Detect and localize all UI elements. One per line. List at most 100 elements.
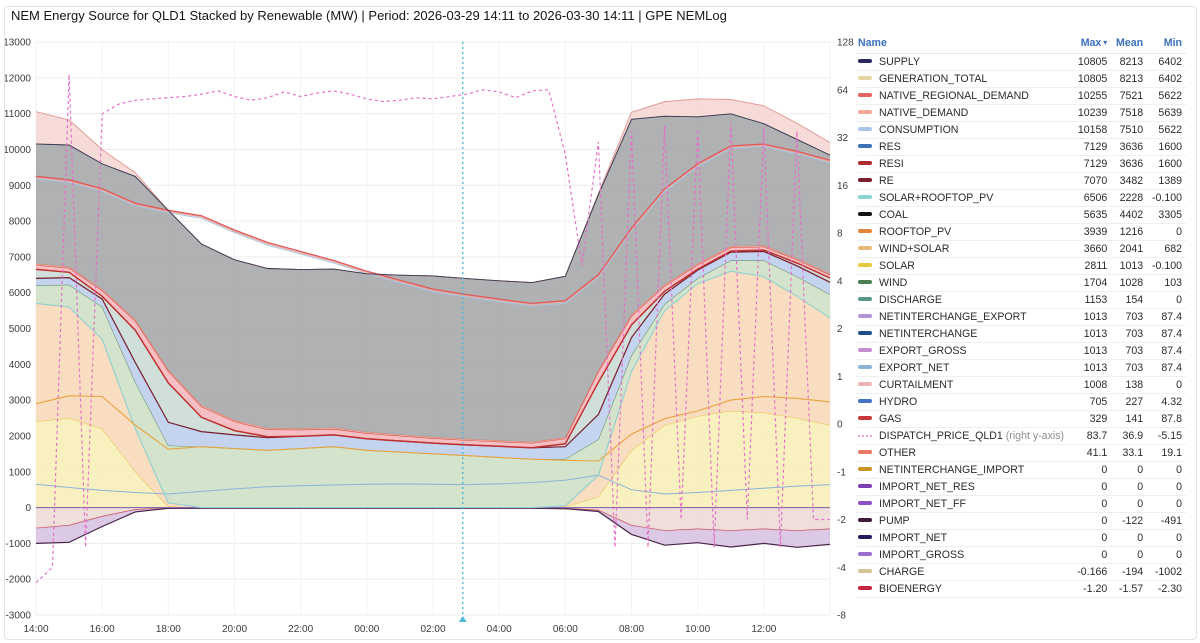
legend-row-min: 19.1 bbox=[1147, 444, 1186, 462]
legend-row-name: NATIVE_DEMAND bbox=[856, 104, 1073, 122]
x-axis-tick-label: 02:00 bbox=[420, 624, 445, 635]
legend-row-wind[interactable]: WIND 1704 1028 103 bbox=[856, 274, 1186, 292]
legend-row-re[interactable]: RE 7070 3482 1389 bbox=[856, 172, 1186, 190]
legend-row-import_net_res[interactable]: IMPORT_NET_RES 0 0 0 bbox=[856, 478, 1186, 496]
legend-row-name: OTHER bbox=[856, 444, 1073, 462]
legend-row-rooftop_pv[interactable]: ROOFTOP_PV 3939 1216 0 bbox=[856, 223, 1186, 241]
legend-row-max: 7129 bbox=[1072, 138, 1112, 156]
right-axis-tick-label: 64 bbox=[837, 85, 849, 96]
legend-row-name: COAL bbox=[856, 206, 1073, 224]
column-header-name[interactable]: Name bbox=[856, 34, 1073, 54]
legend-row-mean: 3482 bbox=[1111, 172, 1148, 190]
legend-row-dispatch_price_qld1[interactable]: DISPATCH_PRICE_QLD1 (right y-axis) 83.7 36… bbox=[856, 427, 1186, 445]
series-color-swatch bbox=[858, 314, 872, 318]
x-axis-tick-label: 04:00 bbox=[487, 624, 512, 635]
legend-row-max: 7129 bbox=[1072, 155, 1112, 173]
legend-row-min: 4.32 bbox=[1147, 393, 1186, 411]
legend-row-mean: 33.1 bbox=[1111, 444, 1148, 462]
right-axis-tick-label: 4 bbox=[837, 276, 843, 287]
legend-row-coal[interactable]: COAL 5635 4402 3305 bbox=[856, 206, 1186, 224]
right-axis-note: (right y-axis) bbox=[1002, 430, 1065, 442]
legend-row-netinterchange_import[interactable]: NETINTERCHANGE_IMPORT 0 0 0 bbox=[856, 461, 1186, 479]
legend-row-min: 1600 bbox=[1147, 138, 1186, 156]
left-axis-tick-label: 9000 bbox=[9, 181, 32, 192]
legend-row-name: CURTAILMENT bbox=[856, 376, 1073, 394]
legend-row-mean: 3636 bbox=[1111, 138, 1148, 156]
legend-row-supply[interactable]: SUPPLY 10805 8213 6402 bbox=[856, 53, 1186, 71]
energy-stacked-area-chart[interactable]: -3000 -2000 -1000 0 1000 2000 3000 4000 5000 6000… bbox=[0, 32, 856, 641]
legend-row-min: -5.15 bbox=[1147, 427, 1186, 445]
legend-row-name: IMPORT_GROSS bbox=[856, 546, 1073, 564]
line-export_net bbox=[35, 474, 831, 495]
legend-row-max: 0 bbox=[1072, 478, 1112, 496]
legend-row-min: 3305 bbox=[1147, 206, 1186, 224]
legend-row-res[interactable]: RES 7129 3636 1600 bbox=[856, 138, 1186, 156]
legend-row-mean: 4402 bbox=[1111, 206, 1148, 224]
legend-row-mean: 36.9 bbox=[1111, 427, 1148, 445]
right-axis-tick-label: 1 bbox=[837, 372, 843, 383]
legend-row-mean: 154 bbox=[1111, 291, 1148, 309]
legend-row-min: 87.4 bbox=[1147, 325, 1186, 343]
page-title: NEM Energy Source for QLD1 Stacked by Re… bbox=[11, 8, 727, 23]
legend-row-max: 10255 bbox=[1072, 87, 1112, 105]
legend-row-gas[interactable]: GAS 329 141 87.8 bbox=[856, 410, 1186, 428]
legend-row-min: -2.30 bbox=[1147, 580, 1186, 598]
legend-row-mean: 2228 bbox=[1111, 189, 1148, 207]
x-axis-tick-label: 22:00 bbox=[288, 624, 313, 635]
legend-row-name: IMPORT_NET_RES bbox=[856, 478, 1073, 496]
legend-row-native_regional_demand[interactable]: NATIVE_REGIONAL_DEMAND 10255 7521 5622 bbox=[856, 87, 1186, 105]
column-header-max[interactable]: Max ▾ bbox=[1072, 34, 1112, 54]
legend-row-solar[interactable]: SOLAR 2811 1013 -0.100 bbox=[856, 257, 1186, 275]
series-color-swatch bbox=[858, 161, 872, 165]
legend-row-name: SOLAR bbox=[856, 257, 1073, 275]
legend-row-curtailment[interactable]: CURTAILMENT 1008 138 0 bbox=[856, 376, 1186, 394]
legend-row-mean: 7518 bbox=[1111, 104, 1148, 122]
legend-row-discharge[interactable]: DISCHARGE 1153 154 0 bbox=[856, 291, 1186, 309]
legend-row-export_net[interactable]: EXPORT_NET 1013 703 87.4 bbox=[856, 359, 1186, 377]
legend-row-max: 10158 bbox=[1072, 121, 1112, 139]
series-color-swatch bbox=[858, 127, 872, 131]
legend-row-min: 87.4 bbox=[1147, 342, 1186, 360]
legend-row-netinterchange_export[interactable]: NETINTERCHANGE_EXPORT 1013 703 87.4 bbox=[856, 308, 1186, 326]
legend-row-mean: 703 bbox=[1111, 325, 1148, 343]
legend-row-export_gross[interactable]: EXPORT_GROSS 1013 703 87.4 bbox=[856, 342, 1186, 360]
legend-row-import_net[interactable]: IMPORT_NET 0 0 0 bbox=[856, 529, 1186, 547]
legend-row-native_demand[interactable]: NATIVE_DEMAND 10239 7518 5639 bbox=[856, 104, 1186, 122]
series-color-swatch bbox=[858, 297, 872, 301]
legend-row-mean: 1013 bbox=[1111, 257, 1148, 275]
area-solar bbox=[36, 410, 830, 508]
legend-row-mean: 8213 bbox=[1111, 53, 1148, 71]
legend-row-max: 3939 bbox=[1072, 223, 1112, 241]
legend-row-max: 5635 bbox=[1072, 206, 1112, 224]
legend-row-mean: 703 bbox=[1111, 342, 1148, 360]
line-wind+solar bbox=[35, 395, 831, 462]
column-header-max-label: Max bbox=[1080, 37, 1102, 49]
legend-row-hydro[interactable]: HYDRO 705 227 4.32 bbox=[856, 393, 1186, 411]
legend-row-import_gross[interactable]: IMPORT_GROSS 0 0 0 bbox=[856, 546, 1186, 564]
column-header-mean[interactable]: Mean bbox=[1111, 34, 1148, 54]
legend-row-generation_total[interactable]: GENERATION_TOTAL 10805 8213 6402 bbox=[856, 70, 1186, 88]
legend-row-wind+solar[interactable]: WIND+SOLAR 3660 2041 682 bbox=[856, 240, 1186, 258]
legend-row-charge[interactable]: CHARGE -0.166 -194 -1002 bbox=[856, 563, 1186, 581]
series-color-swatch bbox=[858, 76, 872, 80]
legend-row-mean: 0 bbox=[1111, 478, 1148, 496]
legend-row-netinterchange[interactable]: NETINTERCHANGE 1013 703 87.4 bbox=[856, 325, 1186, 343]
legend-row-max: 0 bbox=[1072, 461, 1112, 479]
series-color-swatch bbox=[858, 382, 872, 386]
legend-row-max: 329 bbox=[1072, 410, 1112, 428]
legend-row-name: NETINTERCHANGE_IMPORT bbox=[856, 461, 1073, 479]
legend-row-bioenergy[interactable]: BIOENERGY -1.20 -1.57 -2.30 bbox=[856, 580, 1186, 598]
legend-row-other[interactable]: OTHER 41.1 33.1 19.1 bbox=[856, 444, 1186, 462]
legend-row-resi[interactable]: RESI 7129 3636 1600 bbox=[856, 155, 1186, 173]
legend-row-max: 10805 bbox=[1072, 70, 1112, 88]
legend-row-mean: 703 bbox=[1111, 359, 1148, 377]
legend-row-min: -1002 bbox=[1147, 563, 1186, 581]
legend-row-solar+rooftop_pv[interactable]: SOLAR+ROOFTOP_PV 6506 2228 -0.100 bbox=[856, 189, 1186, 207]
legend-row-min: 0 bbox=[1147, 461, 1186, 479]
legend-row-pump[interactable]: PUMP 0 -122 -491 bbox=[856, 512, 1186, 530]
right-axis-tick-label: -8 bbox=[837, 611, 846, 622]
legend-row-import_net_ff[interactable]: IMPORT_NET_FF 0 0 0 bbox=[856, 495, 1186, 513]
legend-row-consumption[interactable]: CONSUMPTION 10158 7510 5622 bbox=[856, 121, 1186, 139]
column-header-min[interactable]: Min bbox=[1147, 34, 1186, 54]
right-axis-tick-label: -4 bbox=[837, 563, 846, 574]
